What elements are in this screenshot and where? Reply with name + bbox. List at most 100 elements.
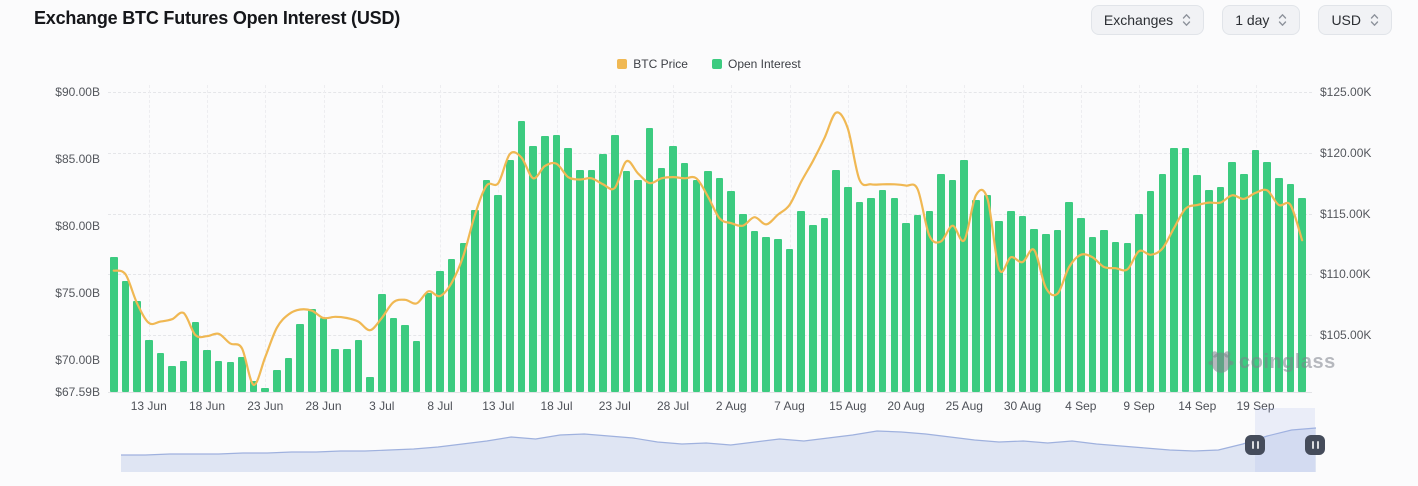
navigator-handle-left[interactable] [1245,435,1265,455]
open-interest-bar[interactable] [144,339,153,392]
open-interest-bar[interactable] [1170,148,1178,392]
open-interest-bar[interactable] [960,160,969,392]
open-interest-bar[interactable] [529,145,537,392]
open-interest-bar[interactable] [121,280,130,392]
open-interest-bar[interactable] [878,189,887,392]
open-interest-bar[interactable] [995,220,1003,392]
open-interest-bar[interactable] [1135,213,1143,392]
open-interest-bar[interactable] [552,134,561,392]
open-interest-bar[interactable] [506,160,514,392]
open-interest-bar[interactable] [669,145,677,392]
open-interest-bar[interactable] [191,322,200,392]
open-interest-bar[interactable] [436,271,444,392]
open-interest-bar[interactable] [750,231,759,392]
open-interest-bar[interactable] [319,318,328,392]
open-interest-bar[interactable] [1146,191,1155,392]
open-interest-bar[interactable] [1123,243,1132,392]
open-interest-bar[interactable] [354,339,363,392]
open-interest-bar[interactable] [156,353,165,392]
open-interest-bar[interactable] [203,350,211,392]
open-interest-bar[interactable] [1193,174,1202,392]
open-interest-bar[interactable] [1030,228,1038,392]
dropdown-1-day[interactable]: 1 day [1222,5,1301,35]
open-interest-bar[interactable] [739,213,747,392]
open-interest-bar[interactable] [715,177,724,392]
open-interest-bar[interactable] [855,201,864,392]
open-interest-bar[interactable] [1111,241,1120,392]
open-interest-bar[interactable] [634,180,642,392]
legend-item-open-interest[interactable]: Open Interest [711,57,801,71]
open-interest-bar[interactable] [424,292,433,392]
open-interest-bar[interactable] [948,180,957,392]
open-interest-bar[interactable] [890,197,899,392]
open-interest-bar[interactable] [1158,173,1167,392]
open-interest-bar[interactable] [983,195,992,392]
open-interest-bar[interactable] [343,349,351,392]
open-interest-bar[interactable] [645,128,654,392]
open-interest-bar[interactable] [599,153,607,392]
open-interest-bar[interactable] [704,170,712,392]
open-interest-bar[interactable] [110,256,118,392]
open-interest-bar[interactable] [832,169,840,392]
open-interest-bar[interactable] [1007,211,1015,392]
open-interest-bar[interactable] [902,223,910,392]
open-interest-bar[interactable] [366,377,374,392]
open-interest-bar[interactable] [249,381,258,392]
open-interest-bar[interactable] [972,200,980,392]
open-interest-bar[interactable] [494,195,503,392]
open-interest-bar[interactable] [622,170,631,392]
open-interest-bar[interactable] [401,324,409,392]
open-interest-bar[interactable] [1053,229,1062,392]
open-interest-bar[interactable] [1065,201,1073,392]
open-interest-bar[interactable] [1076,217,1085,392]
open-interest-bar[interactable] [1042,233,1050,392]
open-interest-bar[interactable] [214,361,223,392]
open-interest-bar[interactable] [925,211,934,392]
open-interest-bar[interactable] [774,239,782,392]
open-interest-bar[interactable] [377,294,386,392]
dropdown-exchanges[interactable]: Exchanges [1090,5,1205,35]
open-interest-bar[interactable] [133,300,141,392]
open-interest-bar[interactable] [692,180,701,392]
open-interest-bar[interactable] [727,191,736,392]
open-interest-bar[interactable] [179,361,188,392]
open-interest-bar[interactable] [587,169,596,392]
open-interest-bar[interactable] [261,387,270,392]
open-interest-bar[interactable] [273,370,281,392]
open-interest-bar[interactable] [308,308,316,392]
open-interest-bar[interactable] [867,197,875,392]
open-interest-bar[interactable] [785,248,794,392]
open-interest-bar[interactable] [1018,216,1027,392]
open-interest-bar[interactable] [937,173,945,392]
open-interest-bar[interactable] [284,358,293,392]
open-interest-bar[interactable] [389,318,398,392]
open-interest-bar[interactable] [517,121,526,392]
open-interest-bar[interactable] [657,168,666,392]
open-interest-bar[interactable] [1181,148,1190,392]
navigator-handle-right[interactable] [1305,435,1325,455]
open-interest-bar[interactable] [296,323,304,392]
open-interest-bar[interactable] [809,224,817,392]
open-interest-bar[interactable] [226,362,235,392]
dropdown-usd[interactable]: USD [1318,5,1392,35]
open-interest-bar[interactable] [412,340,421,392]
open-interest-bar[interactable] [913,215,922,392]
open-interest-bar[interactable] [564,148,572,392]
open-interest-bar[interactable] [238,357,246,392]
legend-item-btc-price[interactable]: BTC Price [617,57,688,71]
open-interest-bar[interactable] [1100,229,1108,392]
open-interest-bar[interactable] [541,136,549,392]
open-interest-bar[interactable] [576,169,584,392]
open-interest-bar[interactable] [168,366,176,392]
open-interest-bar[interactable] [843,187,852,392]
open-interest-bar[interactable] [680,162,689,392]
open-interest-bar[interactable] [447,259,456,392]
open-interest-bar[interactable] [610,134,619,392]
open-interest-bar[interactable] [1088,236,1097,392]
open-interest-bar[interactable] [820,217,829,392]
open-interest-bar[interactable] [331,349,339,392]
open-interest-bar[interactable] [482,180,491,392]
open-interest-bar[interactable] [459,243,468,392]
open-interest-bar[interactable] [797,211,805,392]
open-interest-bar[interactable] [762,236,770,392]
